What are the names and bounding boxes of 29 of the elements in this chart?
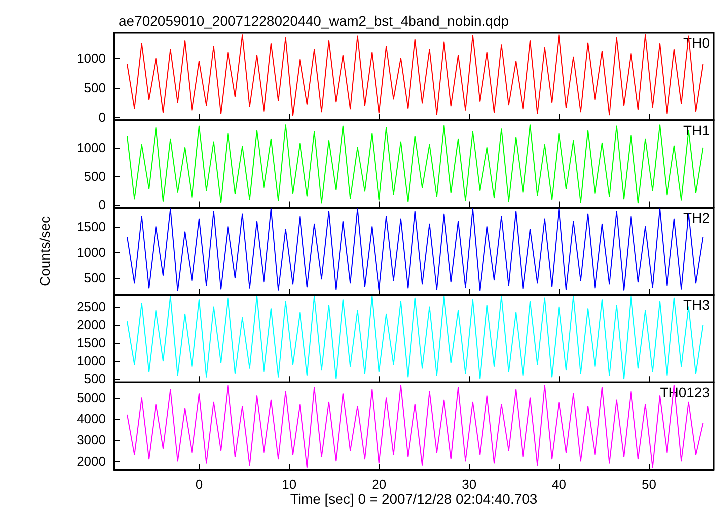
y-tick-label: 1000 <box>77 140 106 156</box>
y-tick-label: 4000 <box>77 412 106 427</box>
y-axis-title: Counts/sec <box>37 216 53 287</box>
y-tick-label: 1000 <box>77 245 106 260</box>
y-tick-label: 2500 <box>77 300 106 315</box>
y-tick-label: 500 <box>84 80 106 96</box>
y-tick-label: 1000 <box>77 354 106 369</box>
x-tick-label: 40 <box>552 477 567 492</box>
y-tick-label: 500 <box>84 168 106 184</box>
y-tick-label: 1000 <box>77 51 106 66</box>
y-tick-label: 500 <box>84 372 106 387</box>
y-tick-label: 2000 <box>77 454 106 469</box>
x-tick-label: 50 <box>642 477 656 492</box>
x-tick-label: 0 <box>196 477 204 492</box>
y-tick-label: 2000 <box>77 318 106 333</box>
x-tick-label: 20 <box>372 477 387 492</box>
x-tick-label: 30 <box>462 477 477 492</box>
chart-title: ae702059010_20071228020440_wam2_bst_4band_nobin.qdp <box>119 13 510 29</box>
y-tick-label: 500 <box>84 270 106 286</box>
x-tick-label: 10 <box>282 477 297 492</box>
y-tick-label: 5000 <box>77 390 106 406</box>
y-tick-label: 1500 <box>77 336 106 351</box>
y-tick-label: 0 <box>98 110 106 125</box>
y-tick-label: 3000 <box>77 432 106 448</box>
y-tick-label: 1500 <box>77 219 106 234</box>
series-label: TH1 <box>684 122 710 138</box>
y-tick-label: 0 <box>98 197 106 212</box>
series-label: TH3 <box>684 297 710 314</box>
x-axis-title: Time [sec] 0 = 2007/12/28 02:04:40.703 <box>290 490 538 507</box>
